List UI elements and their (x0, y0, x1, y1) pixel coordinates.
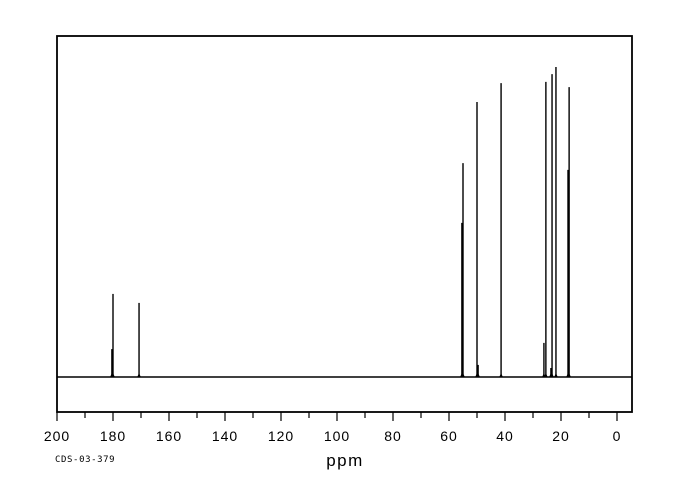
axis-tick-label: 140 (212, 428, 238, 444)
axis-tick-label: 180 (100, 428, 126, 444)
axis-tick-label: 80 (384, 428, 402, 444)
nmr-peak-base (567, 373, 571, 377)
nmr-peak-base (111, 373, 115, 377)
axis-tick-label: 20 (552, 428, 570, 444)
axis-tick-label: 40 (496, 428, 514, 444)
axis-tick-label: 100 (324, 428, 350, 444)
axis-tick-label: 120 (268, 428, 294, 444)
nmr-peak-base (499, 373, 503, 377)
nmr-peak-base (544, 373, 548, 377)
nmr-peak-base (550, 373, 554, 377)
nmr-peak-base (554, 373, 558, 377)
nmr-peak-base (461, 373, 465, 377)
axis-tick-label: 160 (156, 428, 182, 444)
axis-tick-label: 0 (613, 428, 622, 444)
nmr-peak-base (476, 373, 480, 377)
axis-tick-label: 60 (440, 428, 458, 444)
sample-id-label: CDS-03-379 (55, 455, 116, 465)
x-axis-unit-label: ppm (326, 451, 364, 470)
plot-frame (56, 35, 633, 413)
nmr-peak-base (137, 373, 141, 377)
axis-tick-label: 200 (44, 428, 70, 444)
